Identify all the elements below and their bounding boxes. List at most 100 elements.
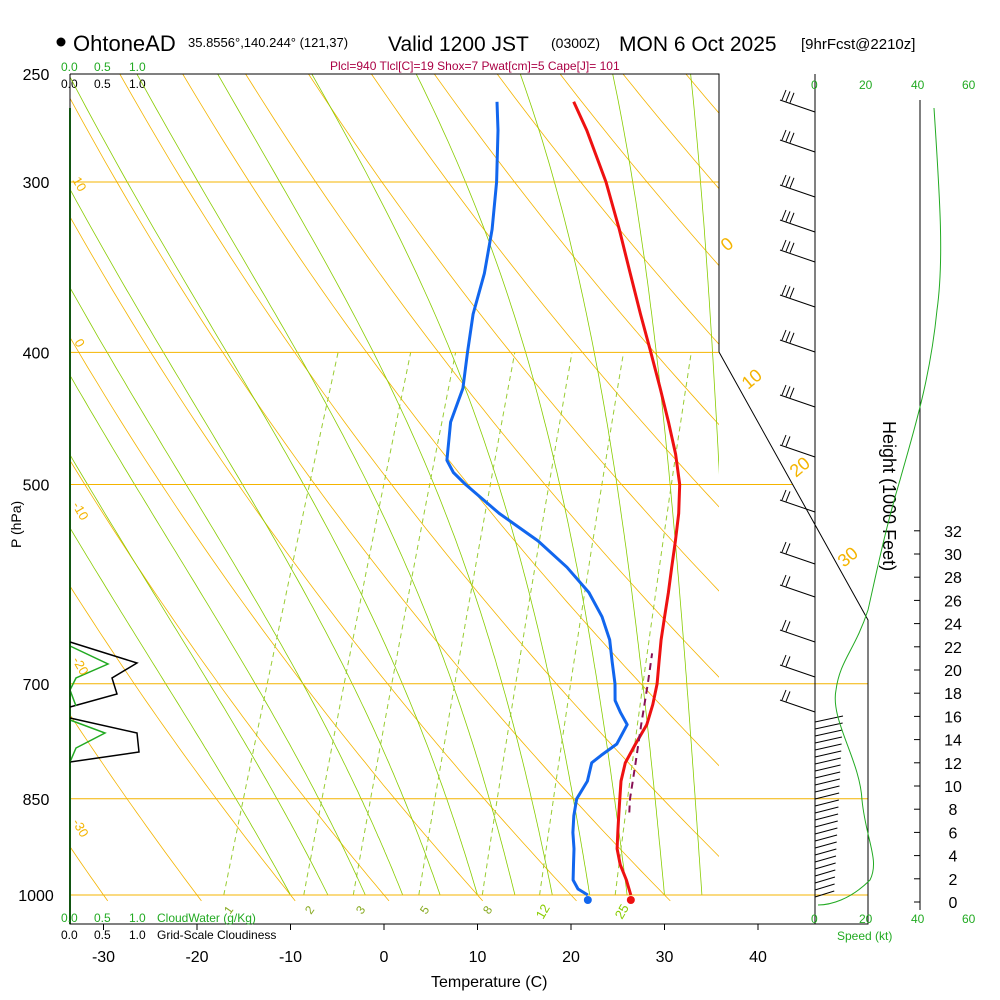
wind-barb-flag bbox=[781, 129, 787, 141]
x-tick-label: -30 bbox=[92, 949, 115, 966]
moist-adiabats bbox=[70, 74, 719, 896]
speed-tick: 40 bbox=[911, 78, 925, 92]
wind-barb bbox=[814, 876, 836, 884]
wind-barb-flag bbox=[781, 174, 787, 186]
x-tick-label: -20 bbox=[185, 949, 208, 966]
site-name: OhtoneAD bbox=[73, 31, 176, 56]
wind-speed-ticks-bottom: 0 20 40 60 bbox=[811, 912, 976, 926]
wind-barb bbox=[814, 722, 843, 730]
wind-barb-flag bbox=[781, 239, 787, 251]
cloudiness-profile bbox=[69, 717, 140, 763]
surface-dewpoint-point bbox=[583, 896, 592, 904]
moist-adiabat-line bbox=[70, 453, 329, 896]
moist-adiabat-line bbox=[136, 74, 516, 896]
moist-adiabat-label: 0 bbox=[717, 233, 738, 255]
isobars bbox=[70, 73, 868, 896]
indices-line: Plcl=940 Tlcl[C]=19 Shox=7 Pwat[cm]=5 Ca… bbox=[330, 59, 620, 73]
wind-barb bbox=[814, 799, 839, 807]
height-tick-label: 2 bbox=[949, 872, 958, 889]
height-tick-label: 18 bbox=[944, 686, 962, 703]
mixing-ratio-line bbox=[614, 352, 692, 896]
cloudiness-profile bbox=[69, 641, 139, 708]
height-tick-label: 8 bbox=[949, 802, 958, 819]
pressure-tick-label: 400 bbox=[23, 345, 50, 362]
cloud-tick: 0.0 bbox=[61, 911, 78, 925]
cloud-water-profile bbox=[69, 719, 107, 763]
cloud-water-ticks-top: 0.0 0.5 1.0 bbox=[61, 60, 146, 74]
wind-barb bbox=[779, 139, 816, 153]
mixing-ratio-line bbox=[539, 352, 625, 896]
height-tick-label: 28 bbox=[944, 570, 962, 587]
wind-barb bbox=[814, 743, 842, 751]
wind-barb-flag bbox=[781, 329, 787, 341]
x-tick-label: -10 bbox=[279, 949, 302, 966]
wind-barb bbox=[814, 750, 842, 758]
cloud-tick: 0.0 bbox=[61, 60, 78, 74]
speed-tick: 0 bbox=[811, 912, 818, 926]
moist-adiabat-line bbox=[70, 374, 366, 896]
wind-barb-flag bbox=[785, 241, 791, 252]
wind-barb-flag bbox=[781, 209, 787, 221]
height-tick-label: 0 bbox=[949, 895, 958, 912]
dry-adiabat-line bbox=[245, 74, 719, 678]
mixing-ratio-label: 2 bbox=[302, 903, 317, 917]
surface-temp-point bbox=[626, 896, 635, 904]
moist-adiabat-line bbox=[415, 74, 628, 896]
height-tick-label: 12 bbox=[944, 756, 962, 773]
moist-adiabat-line bbox=[70, 76, 478, 896]
wind-barb bbox=[814, 785, 840, 793]
dry-adiabat-label: -30 bbox=[69, 816, 91, 840]
surface-markers bbox=[583, 896, 635, 904]
wind-barb-flag bbox=[785, 331, 791, 342]
y-axis-label: P (hPa) bbox=[8, 501, 24, 548]
wind-barb bbox=[779, 664, 816, 678]
dry-adiabat-label: -10 bbox=[69, 499, 91, 523]
mixing-ratio-line bbox=[418, 352, 516, 896]
wind-barb-flag bbox=[781, 619, 787, 631]
dry-adiabat-line bbox=[749, 74, 1000, 901]
wind-barb-flag bbox=[785, 176, 791, 187]
cloud-tick: 1.0 bbox=[129, 60, 146, 74]
dry-adiabat-line bbox=[812, 74, 1000, 901]
dry-adiabat-label: 0 bbox=[71, 336, 88, 350]
dry-adiabat-labels: 10 0 -10 -20 -30 bbox=[69, 174, 91, 840]
moist-adiabat-line bbox=[311, 74, 591, 896]
wind-barb bbox=[814, 792, 840, 800]
wind-barb bbox=[814, 883, 835, 891]
wind-barb bbox=[779, 499, 816, 513]
speed-tick: 60 bbox=[962, 78, 976, 92]
pressure-ticks: 250 300 400 500 700 850 1000 bbox=[18, 67, 54, 905]
pressure-tick-label: 500 bbox=[23, 478, 50, 495]
sounding-series bbox=[445, 101, 682, 897]
dry-adiabat-line bbox=[70, 216, 577, 902]
speed-label: Speed (kt) bbox=[837, 929, 892, 943]
height-tick-label: 24 bbox=[944, 617, 962, 634]
mixing-ratio-labels: 1 2 3 5 8 bbox=[221, 903, 495, 917]
height-tick-label: 22 bbox=[944, 640, 962, 657]
cloud-tick: 0.5 bbox=[94, 77, 111, 91]
dry-adiabat-line bbox=[0, 74, 14, 901]
plot-frame bbox=[69, 73, 868, 925]
dry-adiabat-line bbox=[70, 97, 671, 902]
dry-adiabat-line bbox=[70, 459, 390, 902]
mixing-ratio-line bbox=[223, 352, 339, 896]
wind-barb bbox=[814, 890, 835, 898]
wind-barb bbox=[814, 764, 841, 772]
height-tick-label: 6 bbox=[949, 825, 958, 842]
wind-speed-ticks-top: 0 20 40 60 bbox=[811, 78, 976, 92]
wind-barb bbox=[814, 778, 840, 786]
height-tick-label: 16 bbox=[944, 709, 962, 726]
wind-barb-flag bbox=[789, 387, 795, 398]
wind-barb-flag bbox=[789, 177, 795, 188]
speed-tick: 0 bbox=[811, 78, 818, 92]
mixing-ratio-lines bbox=[223, 352, 692, 896]
wind-barb bbox=[779, 184, 816, 198]
height-tick-label: 4 bbox=[949, 849, 958, 866]
wind-barb bbox=[814, 855, 837, 863]
dry-adiabat-line bbox=[70, 846, 109, 902]
wind-barb-flag bbox=[785, 131, 791, 142]
wind-barb-flag bbox=[785, 656, 791, 667]
dewpoint-line bbox=[445, 101, 629, 897]
dry-adiabat-line bbox=[70, 585, 296, 902]
